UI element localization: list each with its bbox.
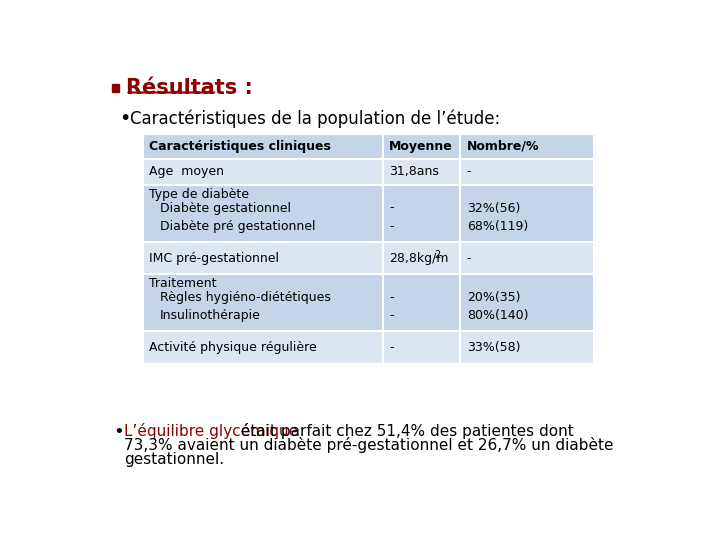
Text: -: - (389, 291, 394, 304)
Text: -: - (389, 341, 394, 354)
Text: Règles hygiéno-diététiques: Règles hygiéno-diététiques (160, 291, 330, 304)
Text: IMC pré-gestationnel: IMC pré-gestationnel (149, 252, 279, 265)
Text: -: - (389, 201, 394, 214)
Text: •: • (113, 423, 124, 441)
Text: 73,3% avaient un diabète pré-gestationnel et 26,7% un diabète: 73,3% avaient un diabète pré-gestationne… (124, 437, 613, 454)
Text: 28,8kg/m: 28,8kg/m (389, 252, 449, 265)
Bar (143, 185, 594, 242)
Text: Insulinothérapie: Insulinothérapie (160, 309, 261, 322)
Text: -: - (389, 220, 394, 233)
Bar (143, 159, 594, 185)
Text: 32%(56): 32%(56) (467, 201, 520, 214)
Text: 2: 2 (434, 250, 441, 260)
Text: L’équilibre glycémique: L’équilibre glycémique (124, 423, 298, 439)
Bar (112, 84, 120, 92)
Text: -: - (467, 165, 471, 178)
Bar (143, 331, 594, 363)
Text: 20%(35): 20%(35) (467, 291, 520, 304)
Text: Moyenne: Moyenne (389, 140, 453, 153)
Text: -: - (389, 309, 394, 322)
Text: •: • (120, 110, 131, 129)
Text: gestationnel.: gestationnel. (124, 452, 224, 467)
Text: 33%(58): 33%(58) (467, 341, 520, 354)
Text: Résultats :: Résultats : (126, 78, 253, 98)
Bar (143, 134, 594, 159)
Text: Age  moyen: Age moyen (149, 165, 224, 178)
Text: Type de diabète: Type de diabète (149, 188, 249, 201)
Text: 68%(119): 68%(119) (467, 220, 528, 233)
Text: était parfait chez 51,4% des patientes dont: était parfait chez 51,4% des patientes d… (235, 423, 573, 439)
Bar (143, 274, 594, 331)
Text: -: - (467, 252, 471, 265)
Text: 80%(140): 80%(140) (467, 309, 528, 322)
Text: Traitement: Traitement (149, 277, 217, 290)
Text: 31,8ans: 31,8ans (389, 165, 439, 178)
Bar (143, 242, 594, 274)
Text: Diabète pré gestationnel: Diabète pré gestationnel (160, 220, 315, 233)
Text: Diabète gestationnel: Diabète gestationnel (160, 201, 291, 214)
Text: Nombre/%: Nombre/% (467, 140, 539, 153)
Text: Caractéristiques de la population de l’étude:: Caractéristiques de la population de l’é… (130, 110, 500, 128)
Text: Activité physique régulière: Activité physique régulière (149, 341, 317, 354)
Text: Caractéristiques cliniques: Caractéristiques cliniques (149, 140, 330, 153)
